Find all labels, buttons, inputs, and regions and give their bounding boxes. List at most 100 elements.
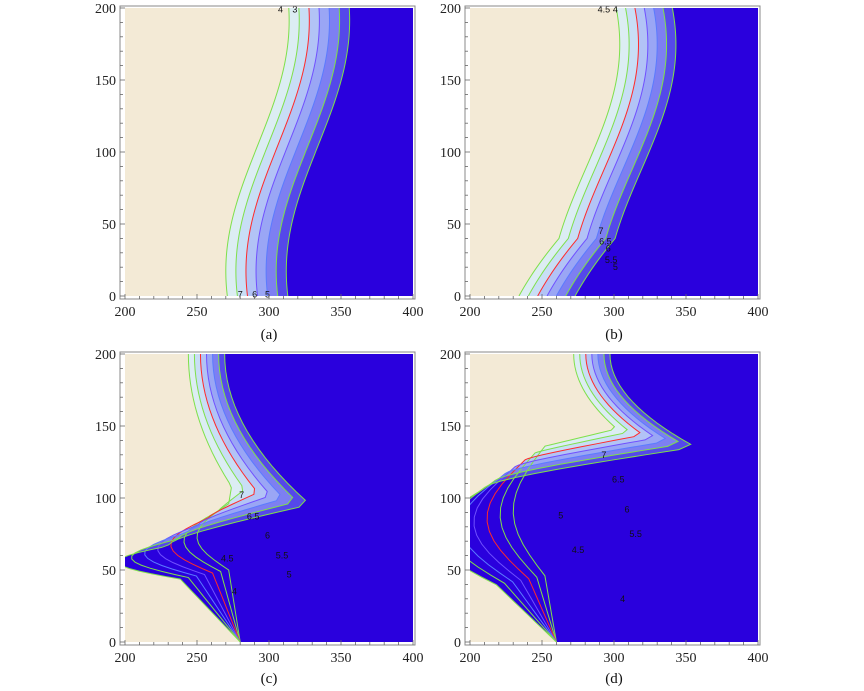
y-tick-label: 50 (102, 218, 116, 233)
y-tick-label: 100 (440, 492, 461, 507)
contour-label: 6 (606, 243, 611, 253)
contour-label: 6.5 (247, 512, 260, 522)
contour-band (125, 354, 413, 642)
y-tick-label: 100 (95, 492, 116, 507)
contour-line (225, 8, 290, 296)
x-tick-label: 350 (676, 651, 697, 666)
contour-line (499, 354, 628, 642)
contour-line (187, 354, 241, 642)
contour-line (245, 8, 310, 296)
contour-label: 4.5 (598, 4, 611, 14)
contour-label: 5.5 (629, 529, 642, 539)
y-tick-label: 150 (95, 420, 116, 435)
contour-line (527, 8, 630, 296)
panel-caption: (b) (605, 327, 623, 343)
y-tick-label: 200 (440, 348, 461, 363)
y-tick-label: 200 (95, 2, 116, 17)
y-tick-label: 100 (440, 146, 461, 161)
contour-line (470, 354, 680, 642)
x-tick-label: 200 (460, 305, 481, 320)
y-tick-label: 150 (440, 420, 461, 435)
contour-label: 5.5 (276, 551, 289, 561)
contour-line (125, 354, 307, 642)
contour-label: 4.5 (221, 553, 234, 563)
contour-label: 6 (265, 530, 270, 540)
contour-line (255, 8, 320, 296)
y-tick-label: 0 (454, 636, 461, 651)
contour-band (575, 8, 758, 296)
x-tick-label: 350 (676, 305, 697, 320)
contour-band (470, 354, 758, 642)
contour-label: 7 (239, 490, 244, 500)
contour-label: 5 (287, 569, 292, 579)
plot-frame (119, 351, 416, 646)
y-tick-label: 50 (447, 218, 461, 233)
y-tick-label: 150 (95, 74, 116, 89)
contour-label: 3 (292, 4, 297, 14)
x-tick-label: 400 (748, 651, 769, 666)
contour-line (470, 354, 692, 642)
panel-caption: (d) (605, 671, 623, 687)
x-tick-label: 200 (115, 305, 136, 320)
contour-line (555, 8, 658, 296)
plot-frame (464, 351, 761, 646)
y-tick-label: 0 (109, 636, 116, 651)
contour-label: 7 (238, 290, 243, 300)
x-tick-label: 250 (532, 651, 553, 666)
x-tick-label: 200 (460, 651, 481, 666)
contour-line (512, 354, 616, 642)
contour-panel: 7 6 5 4 3 200 250 300 350 400 0 50 100 150 200 (a) (95, 2, 424, 343)
contour-label: 4 (232, 587, 237, 597)
panel-caption: (c) (261, 671, 278, 687)
contour-line (486, 354, 641, 642)
contour-line (144, 354, 281, 642)
x-tick-label: 250 (532, 305, 553, 320)
y-tick-label: 0 (454, 290, 461, 305)
contour-line (265, 8, 330, 296)
plot-area (125, 354, 413, 642)
contour-line (518, 8, 621, 296)
y-tick-label: 100 (95, 146, 116, 161)
x-tick-label: 250 (187, 651, 208, 666)
contour-label: 7 (601, 450, 606, 460)
plot-area (470, 354, 758, 642)
contour-band (286, 8, 413, 296)
contour-line (546, 8, 649, 296)
x-tick-label: 250 (187, 305, 208, 320)
contour-label: 4 (278, 4, 283, 14)
contour-line (574, 8, 677, 296)
contour-line (170, 354, 256, 642)
contour-line (473, 354, 654, 642)
x-tick-label: 300 (604, 651, 625, 666)
y-tick-label: 200 (440, 2, 461, 17)
contour-panel: 7 6.5 6 5.5 5 4.5 4 200 250 300 350 400 0 50 100 150 200… (440, 348, 769, 687)
contour-label: 6 (252, 290, 257, 300)
x-tick-label: 350 (331, 305, 352, 320)
panel-caption: (a) (261, 327, 278, 343)
contour-panel: 7 6.5 6 5.5 5 4.5 4 200 250 300 350 400 0 50 100 150 200… (95, 348, 424, 687)
contour-line (275, 8, 341, 296)
y-tick-label: 150 (440, 74, 461, 89)
x-tick-label: 300 (604, 305, 625, 320)
x-tick-label: 200 (115, 651, 136, 666)
contour-label: 5 (613, 262, 618, 272)
contour-label: 7 (599, 226, 604, 236)
contour-line (285, 8, 351, 296)
plot-area (470, 8, 758, 296)
x-tick-label: 300 (259, 651, 280, 666)
contour-label: 6.5 (599, 236, 612, 246)
contour-label: 5 (558, 510, 563, 520)
y-tick-label: 0 (109, 290, 116, 305)
x-tick-label: 400 (748, 305, 769, 320)
contour-label: 4.5 (572, 545, 585, 555)
y-tick-label: 200 (95, 348, 116, 363)
contour-label: 5.5 (605, 255, 618, 265)
contour-label: 4 (620, 594, 625, 604)
contour-panel: 4.5 4 76.56 5.55 200 250 300 350 400 0 50 100 150 200… (440, 2, 769, 343)
x-tick-label: 350 (331, 651, 352, 666)
contour-label: 6 (624, 505, 629, 515)
contour-label: 5 (265, 290, 270, 300)
contour-line (235, 8, 300, 296)
contour-line (565, 8, 668, 296)
contour-line (157, 354, 268, 642)
